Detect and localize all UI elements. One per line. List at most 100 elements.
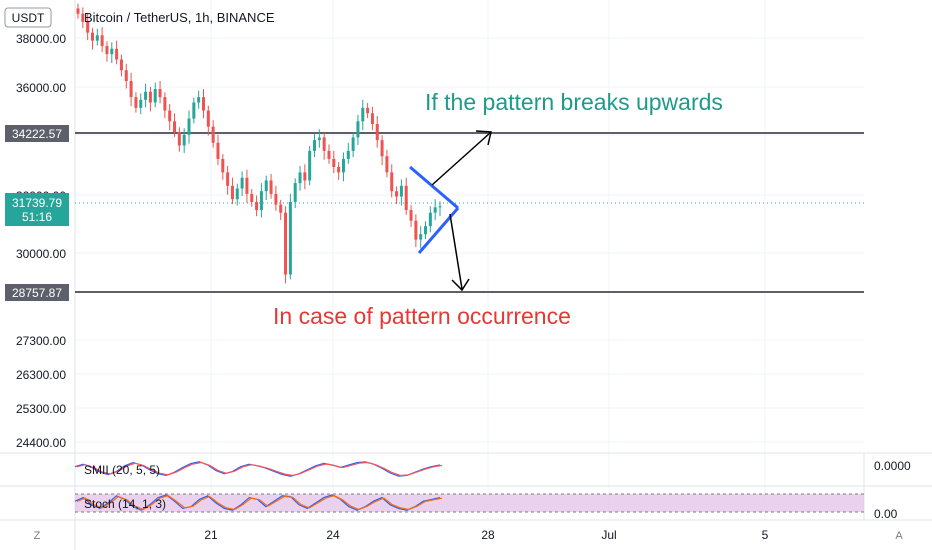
candle-body: [419, 234, 423, 240]
current-price-value: 31739.79: [12, 196, 62, 210]
candle-body: [100, 35, 104, 47]
candle-body: [414, 220, 418, 240]
candle-body: [235, 188, 239, 200]
candle-body: [187, 118, 191, 135]
stoch-band: [75, 494, 864, 512]
candle-body: [424, 226, 428, 235]
pattern-upper-line[interactable]: [409, 165, 459, 210]
candle-body: [399, 185, 403, 197]
candle-body: [308, 150, 312, 181]
stoch-series: [74, 494, 443, 511]
candle-body: [230, 185, 234, 200]
candle-body: [158, 89, 162, 98]
y-axis: 38000.00 36000.00 32000.00 30000.00 2730…: [16, 32, 66, 450]
candle-body: [197, 97, 201, 103]
x-tick-label: 28: [481, 528, 495, 542]
smii-value: 0.0000: [874, 459, 911, 473]
stoch-label[interactable]: Stoch (14, 1, 3): [84, 497, 166, 511]
candle-body: [279, 204, 283, 213]
symbol-title[interactable]: Bitcoin / TetherUS, 1h, BINANCE: [84, 10, 275, 25]
pattern-drawing[interactable]: [409, 165, 460, 254]
candle-body: [380, 140, 384, 157]
candle-body: [385, 156, 389, 173]
currency-box[interactable]: USDT: [4, 7, 52, 28]
candle-body: [90, 32, 94, 41]
candle-body: [144, 91, 148, 100]
candle-body: [201, 97, 205, 111]
candlestick-series: [76, 3, 442, 284]
candle-body: [322, 137, 326, 151]
breakout-up-annotation[interactable]: If the pattern breaks upwards: [425, 89, 723, 115]
currency-label: USDT: [12, 11, 45, 25]
candle-body: [182, 134, 186, 146]
candle-body: [259, 191, 263, 210]
candle-body: [86, 21, 90, 33]
y-tick-label: 24400.00: [16, 436, 66, 450]
candle-body: [168, 110, 172, 122]
candle-body: [148, 91, 152, 103]
smii-series: [74, 461, 443, 477]
candle-body: [105, 46, 109, 55]
candle-body: [139, 99, 143, 108]
candle-body: [115, 48, 119, 60]
candle-body: [153, 89, 157, 103]
candle-body: [240, 177, 244, 189]
candle-body: [433, 207, 437, 213]
candle-body: [409, 210, 413, 221]
breakdown-arrow[interactable]: [449, 213, 470, 292]
breakout-up-arrow[interactable]: [431, 130, 492, 186]
y-tick-label: 38000.00: [16, 32, 66, 46]
candle-body: [356, 121, 360, 138]
candle-body: [124, 70, 128, 81]
candle-body: [95, 35, 99, 41]
candle-body: [390, 172, 394, 192]
candle-body: [110, 48, 114, 55]
candle-body: [313, 140, 317, 151]
candle-body: [119, 59, 123, 71]
x-tick-label: 24: [326, 528, 340, 542]
candle-body: [264, 180, 268, 192]
support-price-tag: 28757.87: [5, 284, 69, 301]
candle-body: [351, 137, 355, 151]
candle-body: [173, 121, 177, 133]
candle-body: [76, 8, 80, 14]
candle-body: [375, 124, 379, 141]
countdown-timer: 51:16: [22, 210, 52, 224]
candle-body: [395, 191, 399, 197]
timezone-z-button[interactable]: Z: [34, 530, 41, 542]
stoch-value: 0.00: [874, 507, 898, 521]
candle-body: [288, 201, 292, 275]
candle-body: [438, 206, 442, 208]
candle-body: [341, 158, 345, 173]
candle-body: [404, 185, 408, 210]
candle-body: [177, 132, 181, 146]
candle-body: [274, 193, 278, 205]
candle-body: [428, 212, 432, 227]
auto-scale-a-button[interactable]: A: [895, 530, 903, 542]
pattern-occurrence-annotation[interactable]: In case of pattern occurrence: [273, 303, 571, 329]
x-axis: 21 24 28 Jul 5: [204, 528, 768, 542]
candle-body: [366, 107, 370, 114]
candle-body: [370, 113, 374, 124]
x-tick-label: Jul: [601, 528, 616, 542]
candle-body: [346, 150, 350, 159]
y-tick-label: 30000.00: [16, 247, 66, 261]
pattern-lower-line[interactable]: [417, 207, 460, 254]
candle-body: [245, 177, 249, 194]
candle-body: [206, 110, 210, 127]
y-tick-label: 26300.00: [16, 368, 66, 382]
candle-body: [211, 126, 215, 143]
y-tick-label: 25300.00: [16, 402, 66, 416]
candle-body: [337, 167, 341, 173]
support-price-value: 28757.87: [12, 286, 62, 300]
smii-line-signal: [76, 461, 443, 477]
candle-body: [332, 158, 336, 167]
candle-body: [81, 13, 85, 22]
resistance-price-tag: 34222.57: [5, 125, 69, 142]
candle-body: [216, 142, 220, 159]
candle-body: [284, 212, 288, 275]
candle-body: [293, 183, 297, 202]
smii-label[interactable]: SMII (20, 5, 5): [84, 463, 160, 477]
x-tick-label: 21: [204, 528, 218, 542]
